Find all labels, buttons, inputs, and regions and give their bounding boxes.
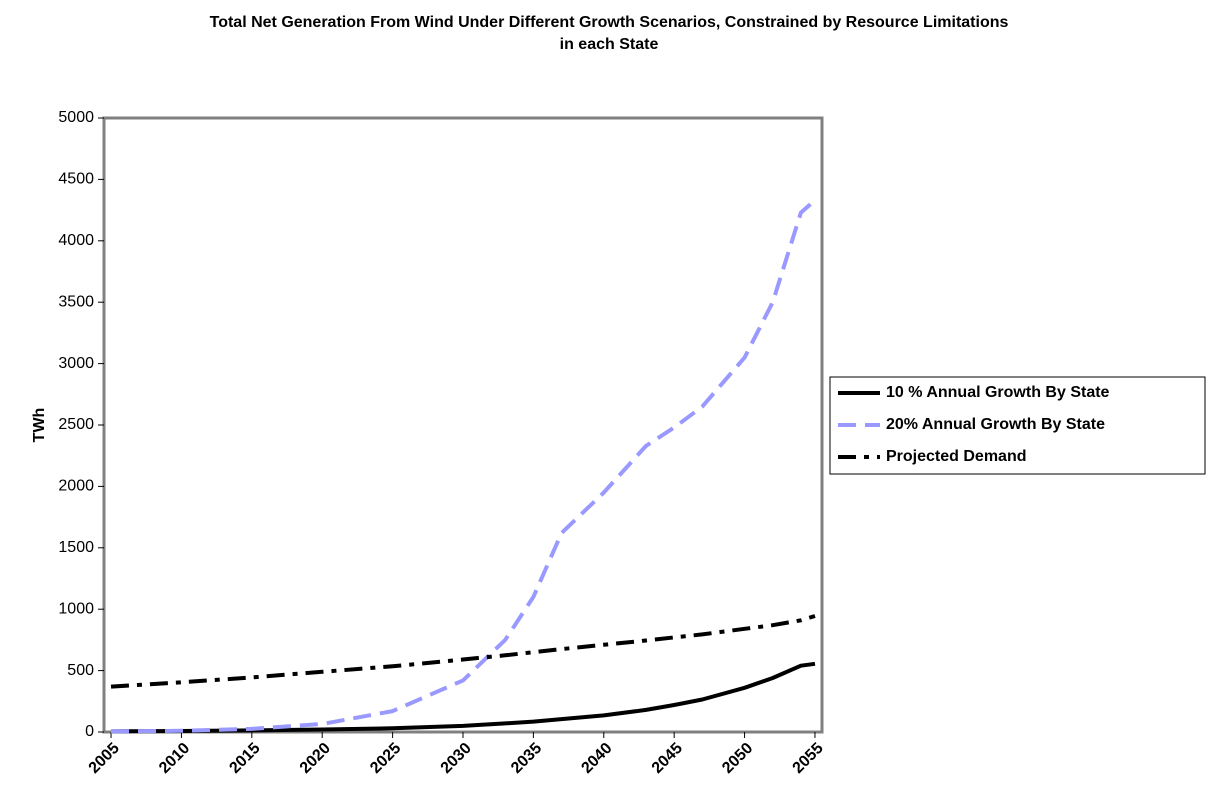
x-tick-label: 2050 (719, 740, 756, 777)
x-tick-label: 2020 (297, 740, 334, 777)
chart-title: Total Net Generation From Wind Under Dif… (209, 14, 1009, 53)
x-tick-label: 2040 (578, 740, 615, 777)
x-tick-label: 2030 (438, 740, 475, 777)
y-tick-label: 500 (67, 662, 94, 679)
x-tick-label: 2025 (367, 740, 404, 777)
series-line (110, 614, 816, 689)
y-tick-label: 5000 (58, 109, 94, 126)
y-axis-title: TWh (31, 408, 48, 443)
legend-label: 20% Annual Growth By State (886, 416, 1105, 433)
x-tick-label: 2005 (86, 740, 123, 777)
y-tick-label: 0 (85, 723, 94, 740)
y-tick-label: 1000 (58, 600, 94, 617)
y-tick-label: 4500 (58, 171, 94, 188)
legend-label: Projected Demand (886, 448, 1026, 465)
series-line (110, 198, 817, 734)
y-tick-label: 2500 (58, 416, 94, 433)
x-tick-label: 2045 (649, 740, 686, 777)
x-tick-label: 2015 (226, 740, 263, 777)
series-line (110, 661, 816, 734)
x-tick-label: 2035 (508, 740, 545, 777)
legend-label: 10 % Annual Growth By State (886, 384, 1110, 401)
plot-frame (102, 116, 824, 734)
legend-box (829, 376, 1206, 475)
y-tick-label: 3000 (58, 355, 94, 372)
y-tick-label: 2000 (58, 478, 94, 495)
y-tick-label: 3500 (58, 293, 94, 310)
y-tick-label: 1500 (58, 539, 94, 556)
y-tick-label: 4000 (58, 232, 94, 249)
x-tick-label: 2055 (790, 740, 827, 777)
x-tick-label: 2010 (156, 740, 193, 777)
